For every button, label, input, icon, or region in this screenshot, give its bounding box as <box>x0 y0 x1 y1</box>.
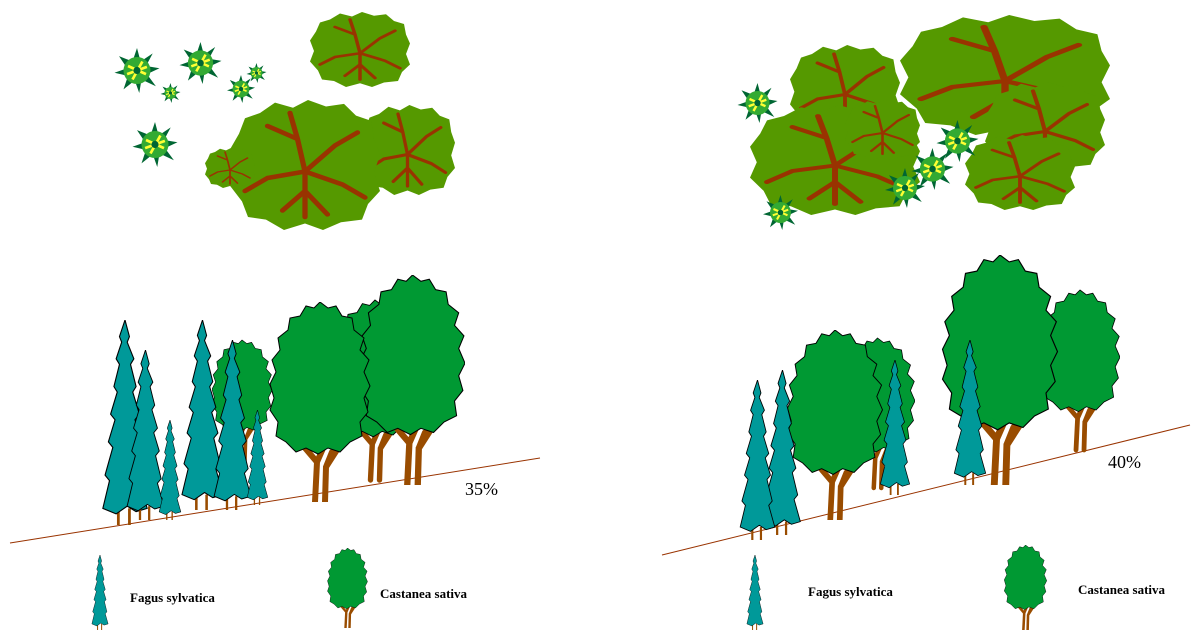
top-view-left <box>115 12 456 230</box>
legend-label: Castanea sativa <box>380 586 468 601</box>
fagus-tree <box>159 420 181 520</box>
rosette <box>738 83 778 123</box>
crown <box>310 12 410 87</box>
rosette <box>227 75 255 103</box>
fagus-tree <box>740 380 775 540</box>
legend-left: Fagus sylvatica Castanea sativa <box>92 548 468 630</box>
legend-icon <box>747 555 763 630</box>
rosette <box>133 122 178 167</box>
crown <box>205 148 255 188</box>
rosette <box>180 42 222 84</box>
legend-label: Fagus sylvatica <box>808 584 893 599</box>
slope-line <box>662 425 1190 555</box>
rosette <box>161 83 181 103</box>
slope-label: 40% <box>1108 452 1141 472</box>
legend-icon <box>92 555 108 630</box>
legend-right: Fagus sylvatica Castanea sativa <box>747 545 1166 630</box>
slope-line <box>10 458 540 543</box>
castanea-tree <box>360 275 465 485</box>
legend-icon <box>328 548 368 628</box>
crown <box>845 100 920 160</box>
top-view-right <box>738 15 1111 230</box>
slope-label: 35% <box>465 479 498 499</box>
profile-left: 35% <box>10 275 540 543</box>
castanea-tree <box>270 302 370 502</box>
rosette <box>115 48 160 93</box>
castanea-tree <box>788 330 883 520</box>
legend-label: Castanea sativa <box>1078 582 1166 597</box>
legend-label: Fagus sylvatica <box>130 590 215 605</box>
profile-right: 40% <box>662 255 1190 555</box>
legend-icon <box>1004 545 1047 630</box>
illustration: 35% 40% Fagus sylvatica Castanea sativa … <box>0 0 1197 632</box>
crown <box>965 135 1075 210</box>
